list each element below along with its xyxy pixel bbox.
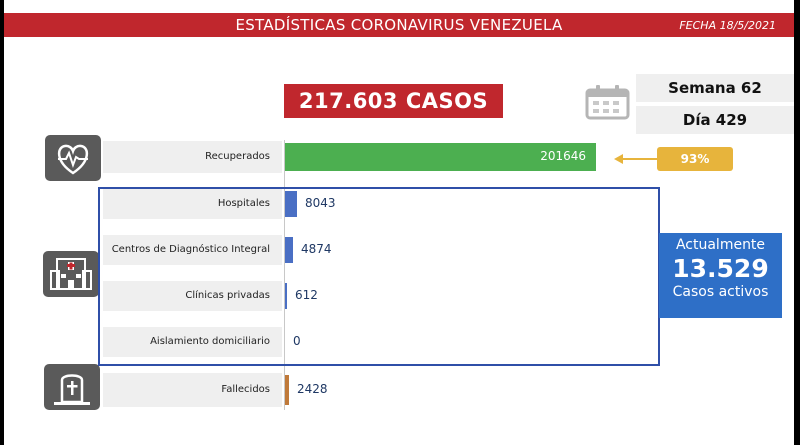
bar-value-label: 0: [293, 334, 301, 348]
category-label: Hospitales: [103, 189, 282, 219]
bar-value-label: 4874: [301, 242, 332, 256]
arrow-left-icon: [614, 154, 658, 164]
report-date: FECHA 18/5/2021: [679, 19, 776, 32]
total-cases-badge: 217.603 CASOS: [284, 84, 503, 118]
bar-value-label: 612: [295, 288, 318, 302]
category-label: Fallecidos: [103, 373, 282, 407]
calendar-icon: [585, 85, 630, 120]
category-label: Aislamiento domiciliario: [103, 327, 282, 357]
bar: [285, 375, 289, 405]
bar: [285, 237, 293, 263]
active-cases-label-top: Actualmente: [675, 237, 766, 253]
bar: [285, 191, 297, 217]
chart-axis: [284, 140, 285, 410]
recovered-percentage-badge: 93%: [657, 147, 733, 171]
category-label: Recuperados: [103, 141, 282, 173]
frame-right-border: [794, 0, 800, 445]
bar: [285, 143, 596, 171]
heart-pulse-icon: [45, 135, 101, 181]
active-cases-panel: Actualmente 13.529 Casos activos: [659, 233, 782, 318]
bar-value-label: 201646: [540, 149, 586, 163]
week-counter: Semana 62: [636, 74, 794, 102]
hospitalized-group-frame: [98, 187, 660, 366]
page-title: ESTADÍSTICAS CORONAVIRUS VENEZUELA: [235, 16, 563, 34]
category-label: Centros de Diagnóstico Integral: [103, 235, 282, 265]
day-counter: Día 429: [636, 106, 794, 134]
tombstone-icon: [44, 364, 100, 410]
hospital-icon: [43, 251, 99, 297]
active-cases-value: 13.529: [672, 254, 769, 283]
category-label: Clínicas privadas: [103, 281, 282, 311]
active-cases-label-bottom: Casos activos: [672, 284, 769, 300]
frame-left-border: [0, 0, 4, 445]
bar: [285, 283, 287, 309]
bar-value-label: 2428: [297, 382, 328, 396]
header-banner: ESTADÍSTICAS CORONAVIRUS VENEZUELA FECHA…: [4, 13, 794, 37]
bar-value-label: 8043: [305, 196, 336, 210]
